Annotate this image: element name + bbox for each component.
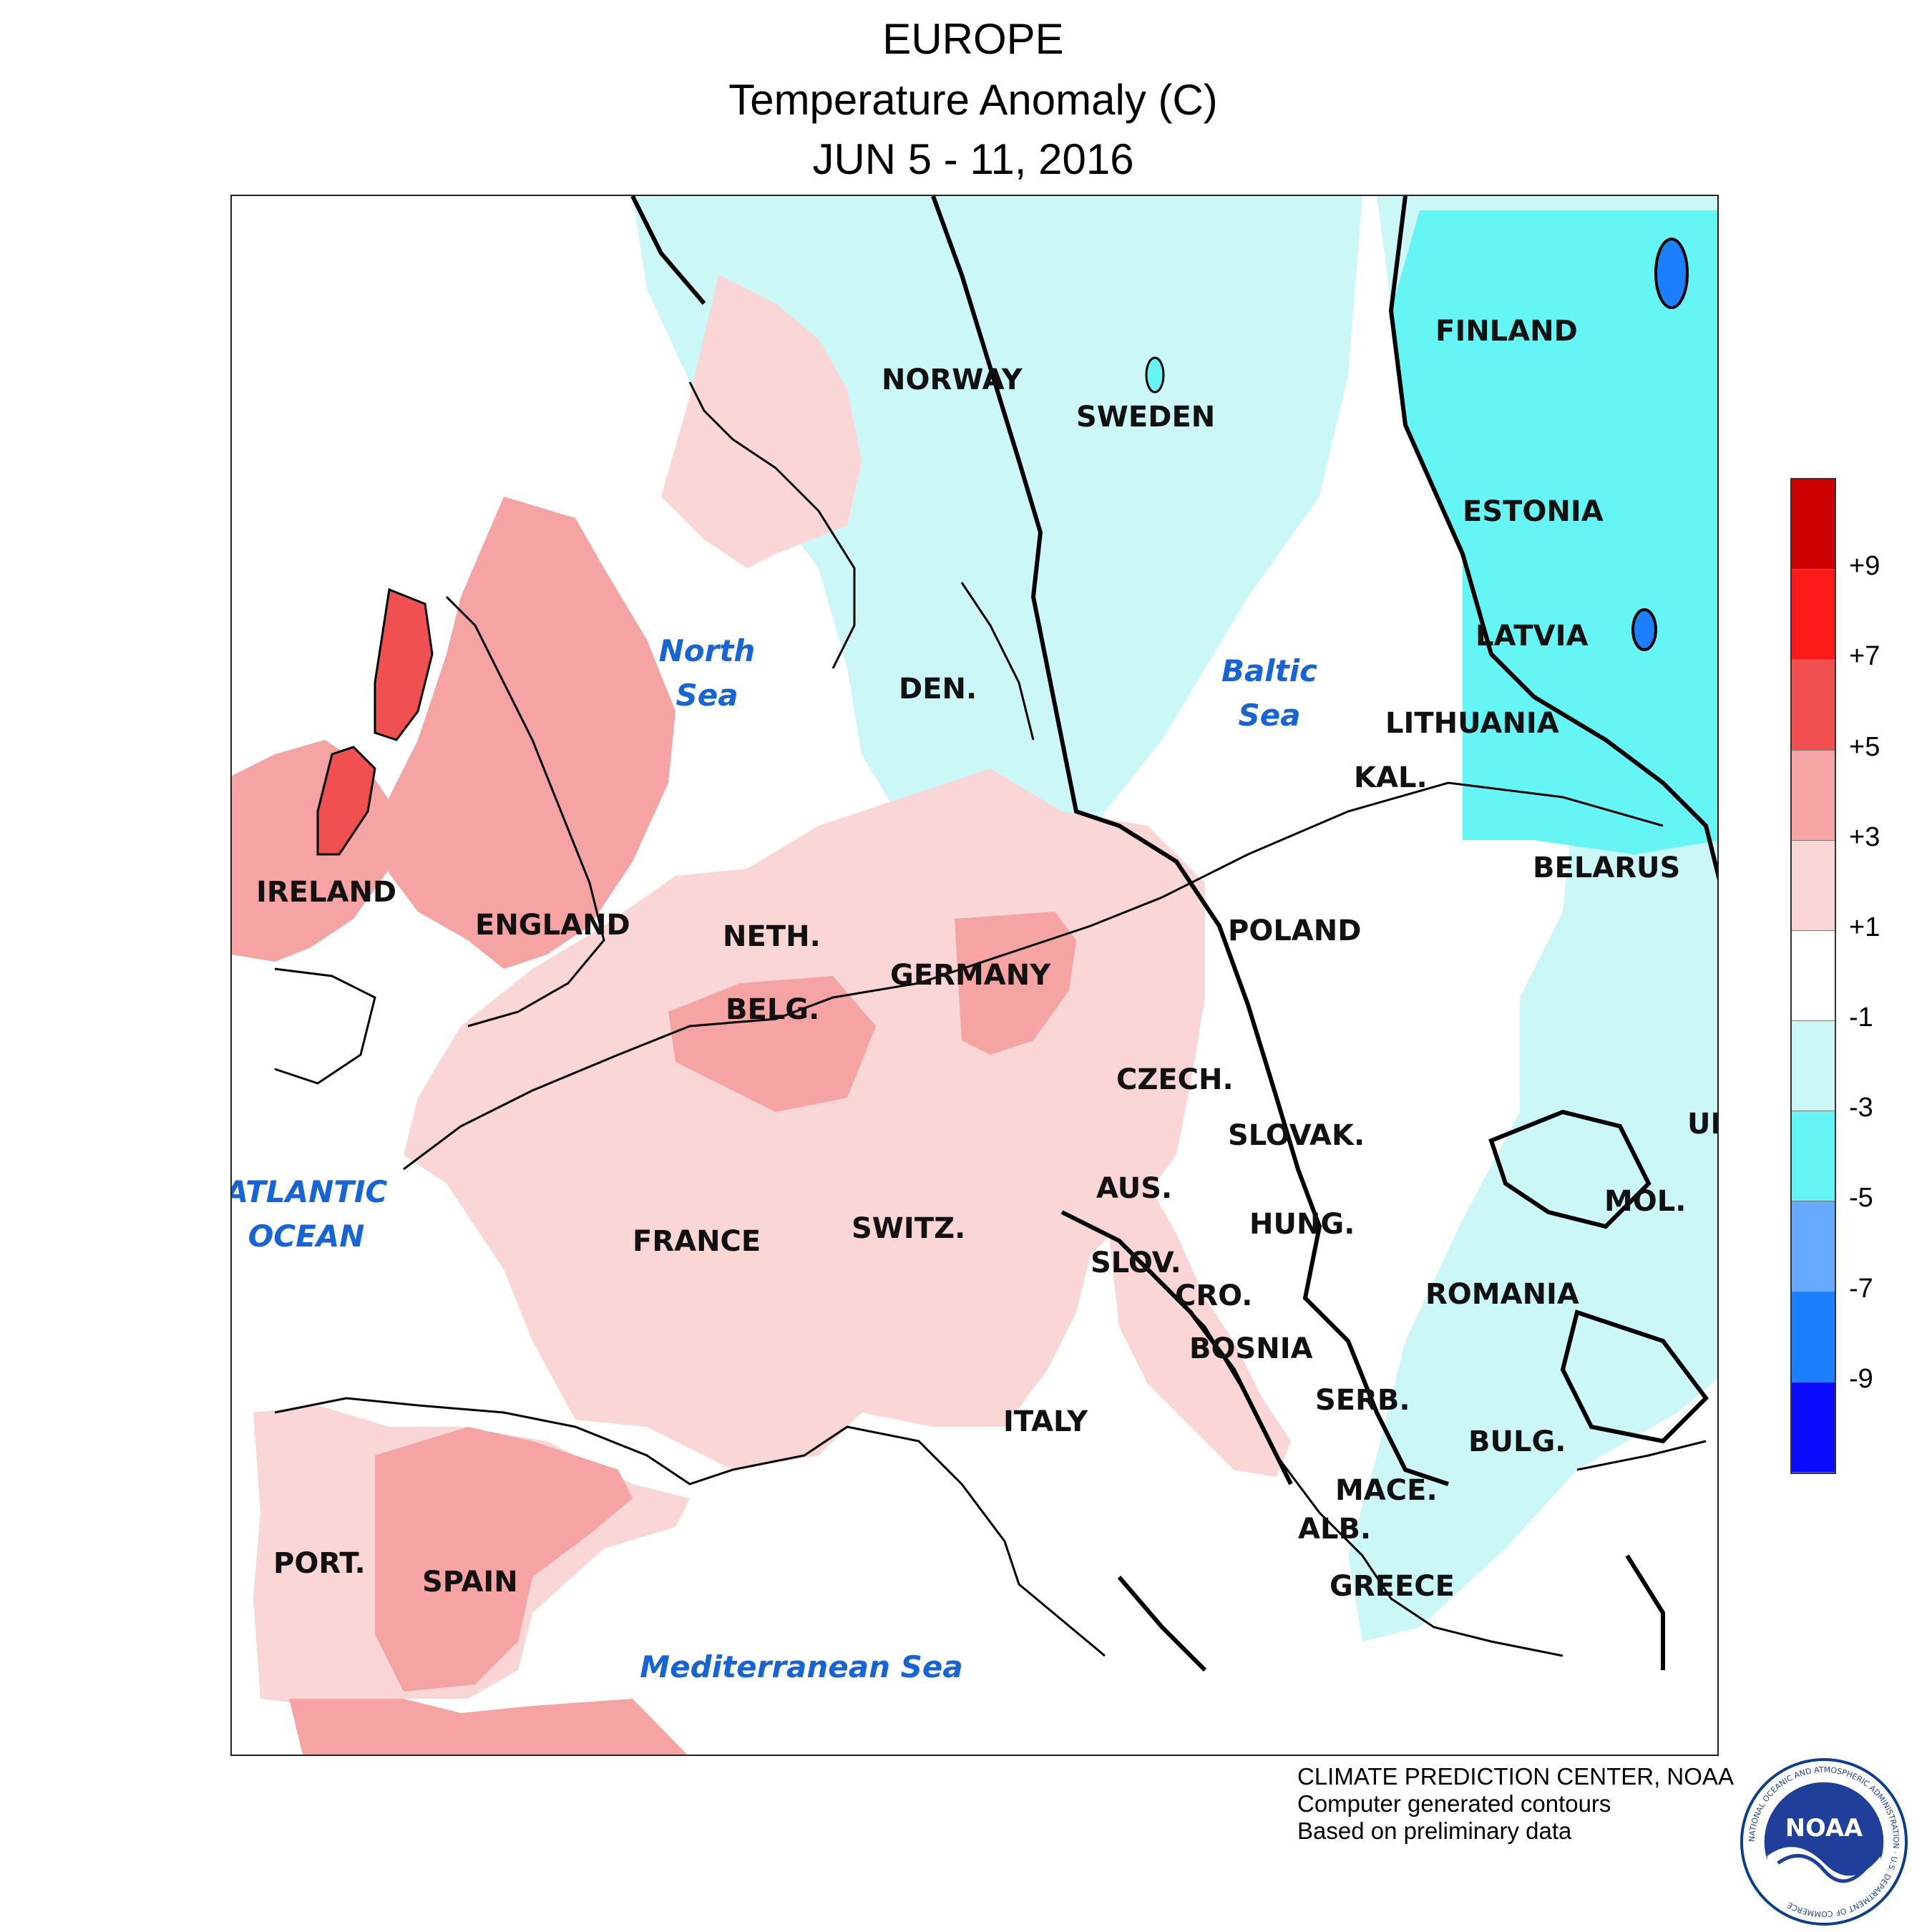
legend-tick-label: +9: [1849, 551, 1880, 582]
sea-label-baltic-sea: Baltic: [1221, 653, 1317, 688]
country-label-austria: AUS.: [1096, 1172, 1172, 1205]
warm-anomaly-area: [1105, 1184, 1291, 1477]
legend-swatch: [1792, 1201, 1835, 1292]
legend-tick-label: -1: [1849, 1002, 1873, 1033]
country-label-albania: ALB.: [1298, 1513, 1371, 1546]
country-label-norway: NORWAY: [882, 364, 1023, 396]
legend-tick-label: -3: [1849, 1093, 1873, 1123]
country-label-ireland: IRELAND: [256, 876, 396, 909]
warm-anomaly-area: [955, 912, 1076, 1055]
noaa-logo-icon: NOAA NATIONAL OCEANIC AND ATMOSPHERIC AD…: [1740, 1757, 1908, 1926]
country-label-hungary: HUNG.: [1249, 1208, 1355, 1241]
country-label-latvia: LATVIA: [1475, 620, 1588, 653]
sea-label-north-sea: North: [659, 633, 756, 668]
country-label-ukraine: UK: [1687, 1108, 1719, 1141]
legend-swatch: [1792, 750, 1835, 841]
country-label-england: ENGLAND: [475, 909, 630, 942]
country-label-bulgaria: BULG.: [1468, 1425, 1566, 1458]
cold-anomaly-area: [1391, 210, 1717, 854]
cold-anomaly-area: [1654, 238, 1689, 309]
country-label-estonia: ESTONIA: [1463, 495, 1604, 528]
warm-anomaly-area: [289, 1699, 688, 1755]
sea-label-north-sea: Sea: [675, 678, 738, 713]
legend-tick-label: +5: [1849, 731, 1880, 762]
country-label-germany: GERMANY: [890, 959, 1051, 992]
sea-label-atlantic-ocean: OCEAN: [248, 1219, 365, 1254]
legend-swatch: [1792, 1292, 1835, 1382]
map-title: EUROPE: [882, 15, 1064, 63]
cold-anomaly-area: [1145, 356, 1165, 394]
country-label-macedonia: MACE.: [1335, 1474, 1438, 1507]
warm-anomaly-area: [375, 497, 675, 969]
country-label-italy: ITALY: [1003, 1405, 1088, 1438]
noaa-logo-text: NOAA: [1785, 1814, 1863, 1842]
map-canvas: NORWAY SWEDEN FINLAND ESTONIA LATVIA LIT…: [232, 196, 1719, 1755]
legend-tick-label: -9: [1849, 1363, 1873, 1394]
cold-anomaly-area: [1631, 608, 1657, 651]
legend-swatch: [1792, 1021, 1835, 1112]
legend-tick-label: +7: [1849, 641, 1880, 672]
country-label-portugal: PORT.: [273, 1547, 366, 1580]
country-label-kaliningrad: KAL.: [1354, 761, 1428, 794]
legend-swatch: [1792, 660, 1835, 751]
legend-tick-label: -7: [1849, 1273, 1873, 1304]
country-label-switzerland: SWITZ.: [852, 1212, 965, 1245]
warm-anomaly-area: [668, 976, 876, 1112]
country-label-belarus: BELARUS: [1533, 852, 1680, 884]
warm-anomaly-area: [374, 587, 434, 741]
color-legend: [1790, 478, 1836, 1474]
country-label-finland: FINLAND: [1435, 315, 1578, 348]
credit-line-3: Based on preliminary data: [1297, 1818, 1572, 1844]
legend-swatch: [1792, 479, 1835, 570]
country-label-croatia: CRO.: [1175, 1279, 1252, 1312]
country-label-moldova: MOL.: [1604, 1185, 1687, 1218]
legend-swatch: [1792, 570, 1835, 660]
country-label-bosnia: BOSNIA: [1189, 1332, 1313, 1365]
country-label-poland: POLAND: [1228, 914, 1361, 947]
map-date-range: JUN 5 - 11, 2016: [812, 135, 1134, 183]
warm-anomaly-area: [316, 746, 376, 856]
country-label-france: FRANCE: [633, 1225, 761, 1258]
country-label-romania: ROMANIA: [1425, 1278, 1579, 1311]
legend-tick-label: -5: [1849, 1183, 1873, 1214]
warm-anomaly-area: [375, 1427, 633, 1692]
sea-label-atlantic-ocean: ATLANTIC: [232, 1174, 388, 1209]
anomaly-map: NORWAY SWEDEN FINLAND ESTONIA LATVIA LIT…: [230, 195, 1719, 1756]
warm-anomaly-area: [661, 275, 862, 568]
sea-label-baltic-sea: Sea: [1238, 698, 1300, 733]
map-subtitle: Temperature Anomaly (C): [728, 76, 1218, 124]
country-label-lithuania: LITHUANIA: [1385, 707, 1559, 740]
country-label-sweden: SWEDEN: [1076, 401, 1215, 434]
country-label-netherlands: NETH.: [723, 920, 821, 953]
credit-line-1: CLIMATE PREDICTION CENTER, NOAA: [1297, 1763, 1734, 1790]
country-label-belgium: BELG.: [726, 993, 819, 1026]
legend-tick-label: +1: [1849, 912, 1880, 942]
legend-swatch: [1792, 1382, 1835, 1473]
country-label-denmark: DEN.: [899, 673, 977, 706]
country-label-slovenia: SLOV.: [1091, 1246, 1181, 1279]
coastlines: [274, 381, 1707, 1657]
country-label-spain: SPAIN: [422, 1566, 518, 1599]
legend-swatch: [1792, 840, 1835, 931]
country-label-czechia: CZECH.: [1116, 1063, 1234, 1096]
legend-tick-label: +3: [1849, 821, 1880, 852]
country-label-serbia: SERB.: [1315, 1384, 1410, 1417]
cold-anomaly-area: [1248, 955, 1348, 1069]
credit-line-2: Computer generated contours: [1297, 1790, 1611, 1817]
country-label-slovakia: SLOVAK.: [1228, 1119, 1365, 1152]
sea-label-mediterranean-sea: Mediterranean Sea: [640, 1649, 962, 1684]
legend-swatch: [1792, 930, 1835, 1022]
country-label-greece: GREECE: [1330, 1570, 1455, 1603]
legend-swatch: [1792, 1111, 1835, 1202]
